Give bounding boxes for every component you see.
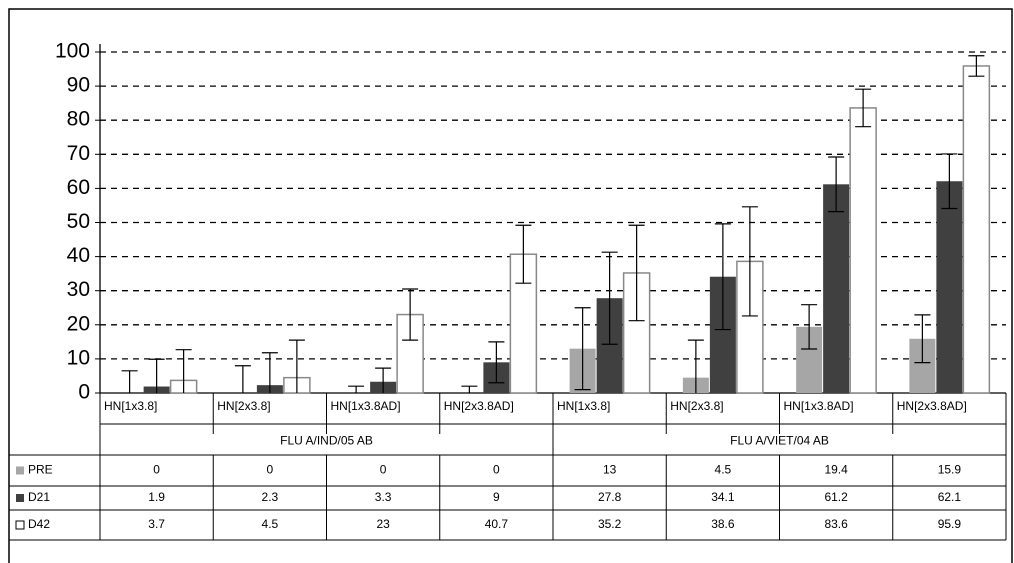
table-value: 13 [603,463,617,477]
table-value: 0 [153,463,160,477]
error-bar [261,352,278,393]
error-bar [855,88,872,128]
x-tick-label: HN[2x3.8AD] [444,399,514,413]
error-bar [175,349,192,393]
bar [936,181,963,393]
y-tick-label: 10 [67,346,90,369]
table-value: 3.7 [148,517,165,531]
error-bar [801,304,818,350]
bar [849,107,877,394]
error-bar [515,224,532,284]
error-bar [148,358,165,393]
error-bar [741,206,758,317]
x-tick-label: HN[2x3.8AD] [897,399,967,413]
table-value: 34.1 [711,490,735,504]
table-value: 62.1 [938,490,962,504]
error-bar [488,341,505,384]
bar [823,184,850,393]
x-tick-label: HN[1x3.8] [104,399,157,413]
y-tick-label: 80 [67,108,90,131]
error-bar [348,385,365,393]
table-value: 38.6 [711,517,735,531]
error-bar [687,339,704,393]
y-tick-label: 30 [67,278,90,301]
y-tick-label: 40 [67,244,90,267]
table-value: 1.9 [148,490,165,504]
y-tick-label: 50 [67,210,90,233]
table-value: 4.5 [262,517,279,531]
error-bar [914,314,931,364]
x-tick-label: HN[1x3.8AD] [784,399,854,413]
error-bar [628,224,645,322]
error-bar [288,339,305,393]
table-value: 15.9 [938,463,962,477]
legend-swatch [15,520,25,530]
x-tick-label: HN[1x3.8AD] [331,399,401,413]
error-bar [601,251,618,345]
error-bar [968,55,985,77]
table-value: 0 [267,463,274,477]
y-tick-label: 0 [78,381,90,404]
table-value: 4.5 [715,463,732,477]
error-bar [461,385,478,393]
table-value: 40.7 [485,517,509,531]
x-tick-label: HN[1x3.8] [557,399,610,413]
legend-label: PRE [28,463,53,477]
error-bar [402,288,419,341]
error-bar [121,370,138,393]
frame [8,8,1013,563]
table-value: 83.6 [824,517,848,531]
legend-swatch [16,466,24,475]
error-bar [574,307,591,391]
group-label: FLU A/VIET/04 AB [730,434,829,448]
table-value: 23 [376,517,390,531]
x-tick-label: HN[2x3.8] [670,399,723,413]
y-tick-label: 60 [67,176,90,199]
y-tick-label: 70 [67,142,90,165]
table-value: 0 [493,463,500,477]
table-value: 19.4 [824,463,848,477]
table-value: 2.3 [262,490,279,504]
table-value: 35.2 [598,517,622,531]
table-value: 0 [380,463,387,477]
y-tick-label: 100 [55,40,90,63]
legend-label: D21 [28,490,50,504]
bar [962,65,991,394]
table-value: 9 [493,490,500,504]
y-tick-label: 90 [67,74,90,97]
group-label: FLU A/IND/05 AB [280,434,373,448]
legend-label: D42 [28,517,50,531]
error-bar [375,367,392,393]
legend-swatch [16,494,24,502]
error-bar [828,156,845,213]
table-value: 95.9 [938,517,962,531]
y-tick-label: 20 [67,312,90,335]
error-bar [234,365,251,393]
table-value: 27.8 [598,490,622,504]
error-bar [714,223,731,331]
x-tick-label: HN[2x3.8] [217,399,270,413]
error-bar [941,153,958,210]
table-value: 61.2 [824,490,848,504]
table-value: 3.3 [375,490,392,504]
